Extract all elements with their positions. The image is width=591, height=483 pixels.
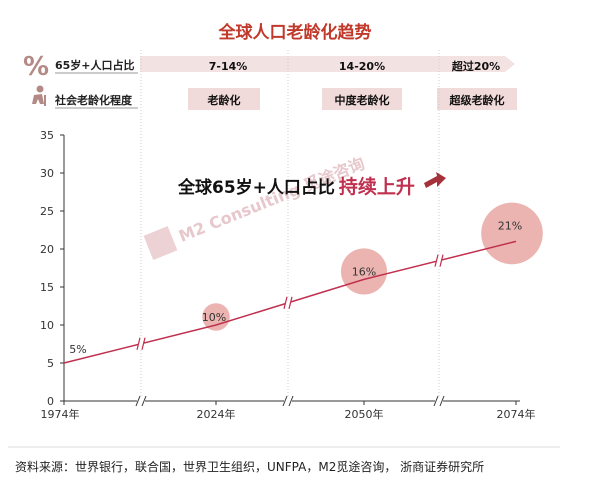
x-ticks: 1974年 2024年 2050年 2074年 [41, 401, 536, 421]
stage-band-2 [322, 88, 402, 110]
svg-text:%: % [23, 52, 49, 82]
x-break-mark [141, 395, 147, 407]
x-break-gap [284, 397, 292, 405]
line-break-mark [434, 254, 439, 267]
line-break-gap [285, 296, 291, 309]
share-row-label: 65岁+人口占比 [55, 58, 135, 72]
trend-arrow-icon [424, 172, 446, 188]
x-break-mark [439, 395, 445, 407]
x-tick-label: 2074年 [497, 407, 536, 421]
x-break-gap [137, 397, 145, 405]
data-bubble [202, 303, 230, 331]
x-break-mark [288, 395, 294, 407]
x-break-mark [433, 395, 439, 407]
headline-prefix: 全球65岁+人口占比 [177, 177, 335, 198]
x-break-gap [435, 397, 443, 405]
percent-icon: % [23, 52, 49, 82]
watermark-text: M2 Consulting 觅途咨询 [176, 154, 367, 246]
line-break-mark [288, 296, 293, 309]
x-tick-label: 2050年 [345, 407, 384, 421]
watermark: M2 Consulting 觅途咨询 [143, 154, 367, 261]
watermark-logo [143, 226, 178, 261]
data-labels: 5% 10% 16% 21% [69, 219, 522, 356]
line-break-gap [436, 254, 442, 267]
x-break-mark [135, 395, 141, 407]
stage-band-3 [437, 88, 517, 110]
line-break-mark [141, 337, 146, 350]
stage-band-1 [188, 88, 260, 110]
stage-label-3: 超级老龄化 [449, 93, 505, 107]
y-tick-label: 35 [40, 129, 54, 142]
y-tick-label: 30 [40, 167, 54, 180]
line-break-mark [136, 337, 141, 350]
axis-breaks [135, 395, 445, 407]
x-tick-label: 1974年 [41, 407, 80, 421]
data-label: 10% [202, 311, 226, 324]
stage-row-label: 社会老龄化程度 [54, 93, 133, 107]
share-band-arrow [140, 56, 515, 72]
source-note: 资料来源：世界银行，联合国，世界卫生组织，UNFPA，M2觅途咨询， 浙商证券研… [15, 459, 484, 474]
stage-label-2: 中度老龄化 [335, 93, 390, 107]
y-tick-label: 10 [40, 319, 54, 332]
y-tick-label: 20 [40, 243, 54, 256]
series-line [63, 240, 517, 364]
share-band-row [140, 56, 515, 72]
headline-accent: 持续上升 [339, 175, 415, 198]
y-tick-label: 25 [40, 205, 54, 218]
y-ticks: 0 5 10 15 20 25 30 35 [40, 129, 64, 408]
share-band-3: 超过20% [451, 59, 500, 73]
chart-title: 全球人口老龄化趋势 [218, 22, 372, 43]
y-tick-label: 0 [47, 395, 54, 408]
x-tick-label: 2024年 [197, 407, 236, 421]
headline-text: 全球65岁+人口占比 持续上升 [177, 175, 415, 198]
share-band-2: 14-20% [339, 60, 385, 73]
elderly-person-icon [32, 85, 46, 106]
share-band-1: 7-14% [209, 60, 248, 73]
data-label: 16% [352, 265, 376, 278]
x-break-mark [282, 395, 288, 407]
y-tick-label: 5 [47, 357, 54, 370]
data-bubble [481, 202, 543, 265]
line-break-mark [283, 296, 288, 309]
stage-label-1: 老龄化 [207, 93, 241, 107]
line-break-gap [138, 337, 144, 350]
y-tick-label: 15 [40, 281, 54, 294]
headline: 全球65岁+人口占比 持续上升 [177, 172, 446, 198]
line-break-mark [439, 254, 444, 267]
data-label: 5% [69, 343, 86, 356]
data-label: 21% [498, 219, 522, 232]
